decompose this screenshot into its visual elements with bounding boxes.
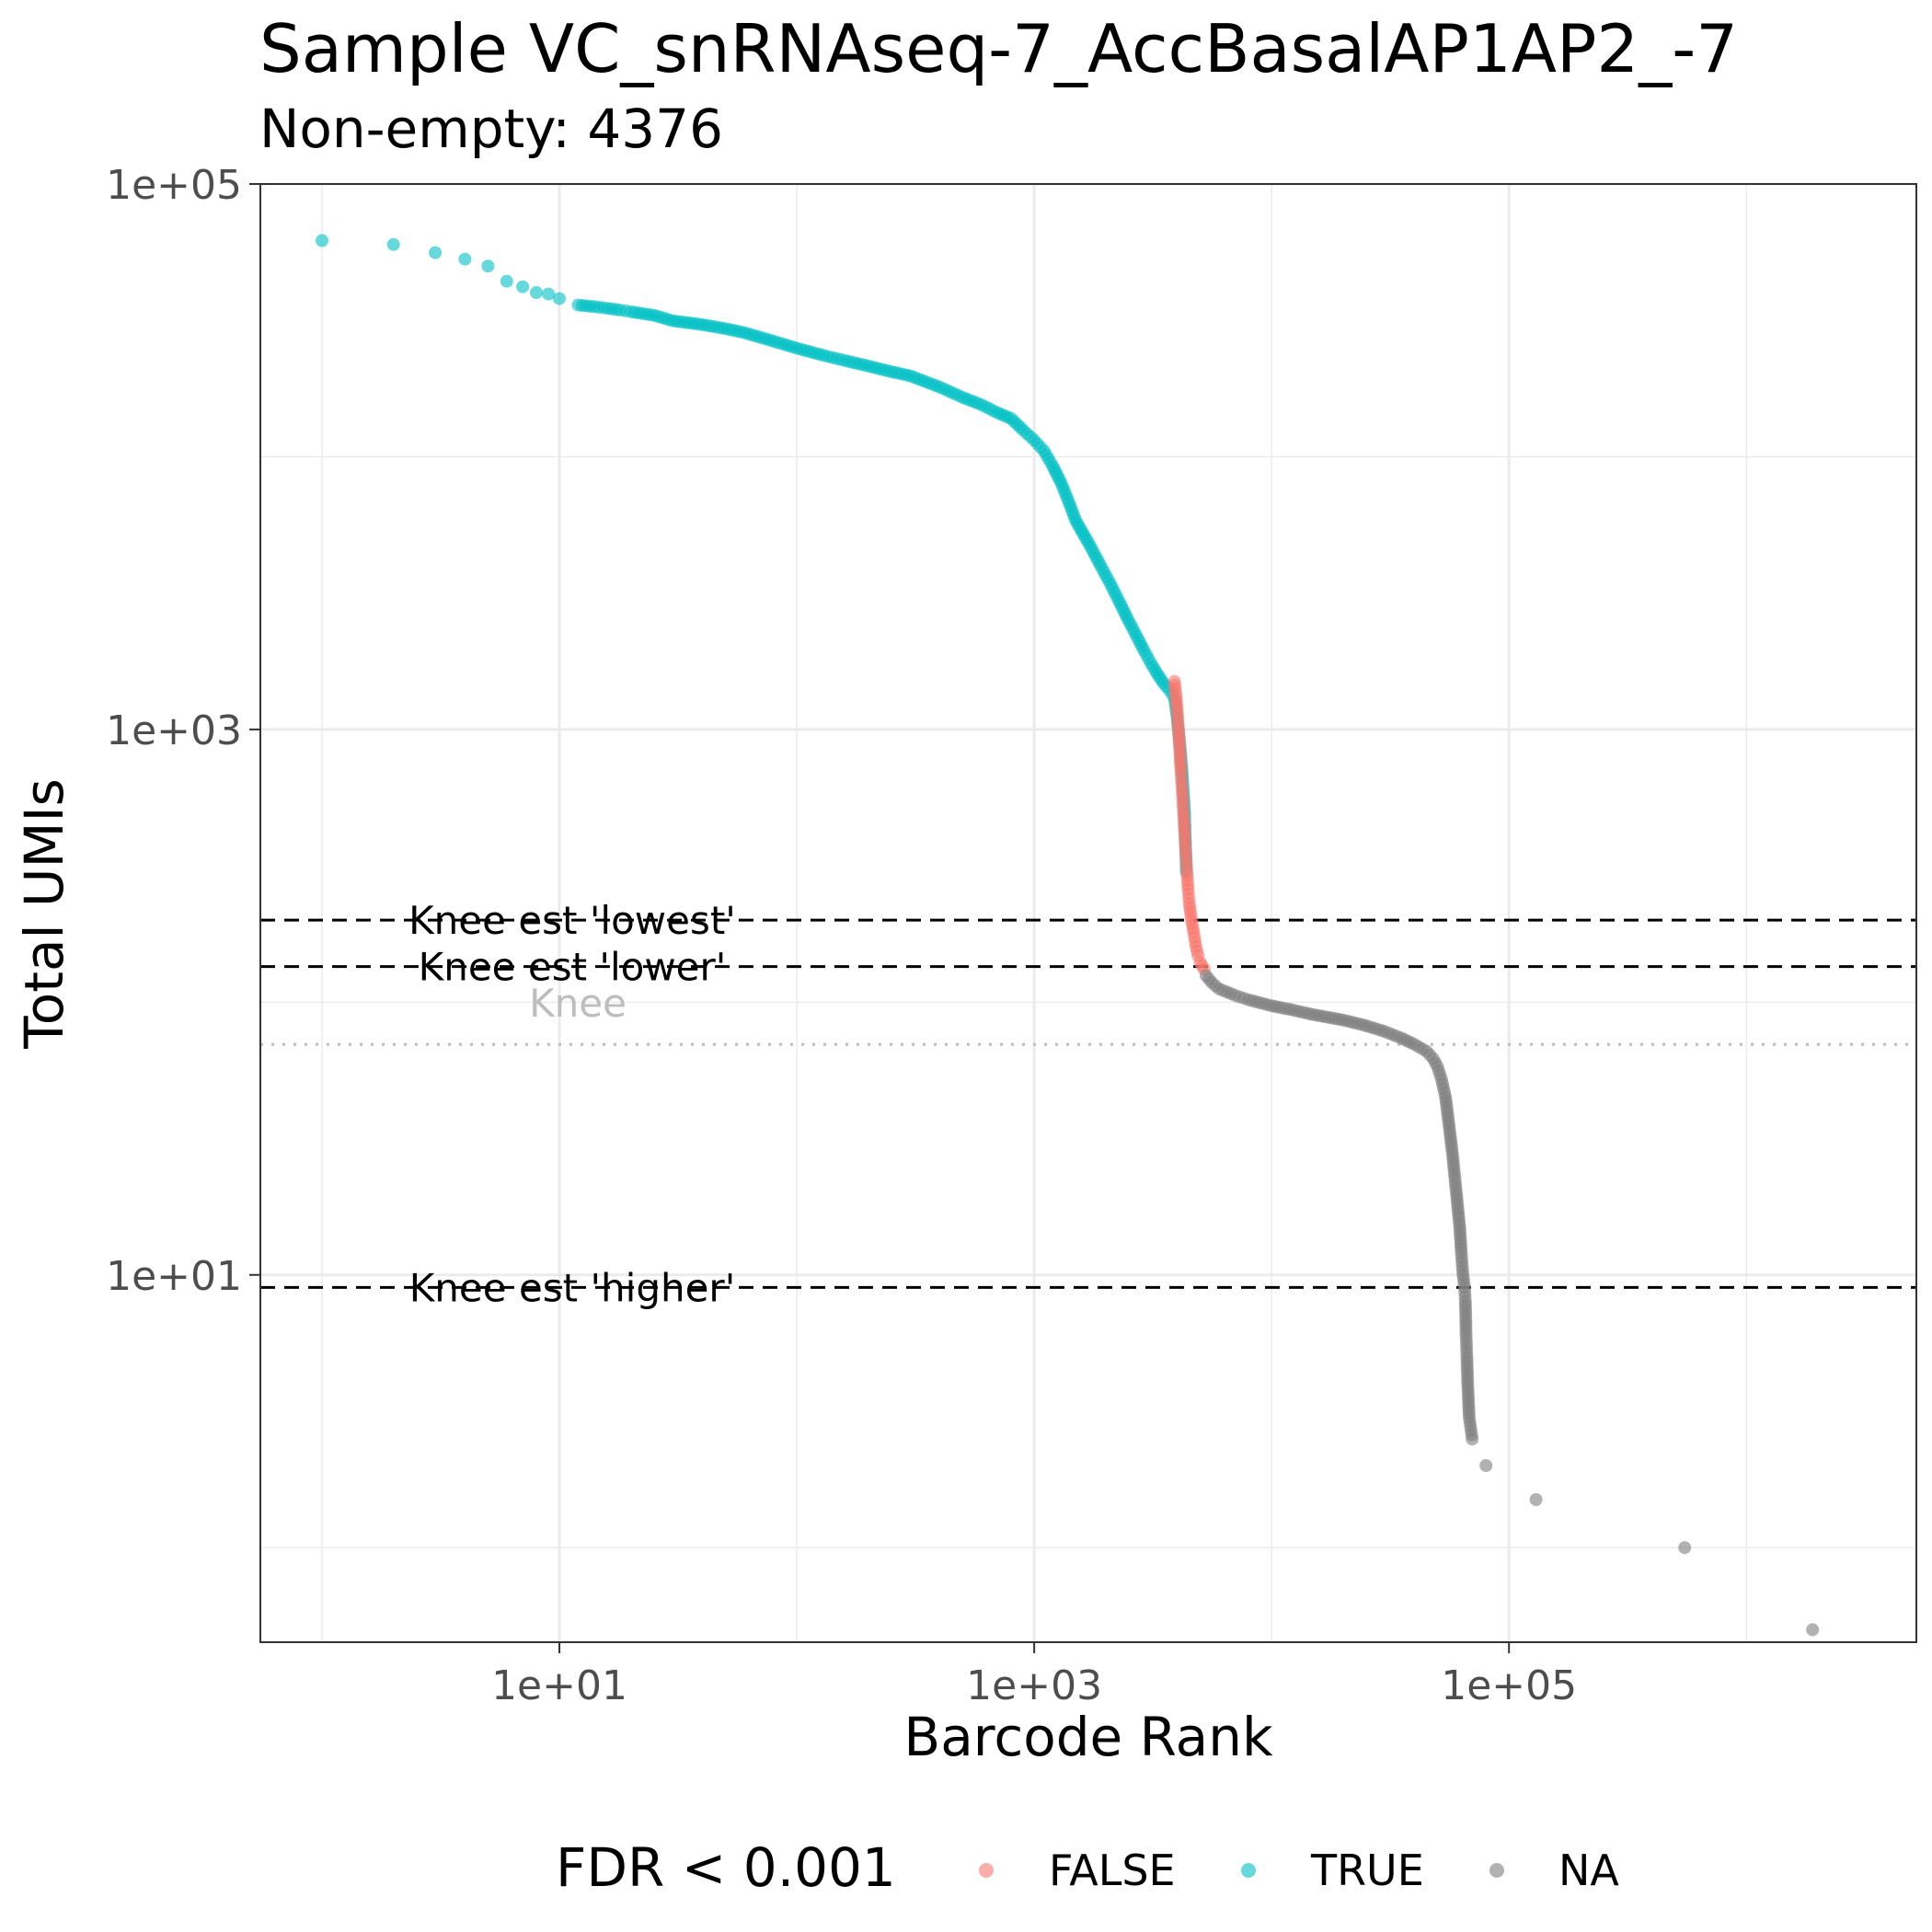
chart-title: Sample VC_snRNAseq-7_AccBasalAP1AP2_-7	[259, 10, 1738, 87]
x-tick-label: 1e+03	[966, 1662, 1102, 1709]
legend-key-na	[1489, 1863, 1504, 1878]
data-point	[458, 252, 472, 266]
knee-annotation: Knee est 'lower'	[419, 945, 727, 990]
legend-title: FDR < 0.001	[556, 1836, 896, 1899]
data-point	[1678, 1541, 1692, 1555]
data-points	[316, 234, 1820, 1637]
data-point	[553, 292, 566, 305]
grid-lines	[260, 182, 1916, 1642]
y-axis: 1e+01 1e+03 1e+05	[106, 162, 260, 1300]
data-point	[1465, 1428, 1478, 1442]
data-point	[481, 259, 495, 273]
legend-label-true: TRUE	[1310, 1846, 1424, 1895]
plot-border	[259, 183, 1917, 1643]
legend-label-false: FALSE	[1049, 1846, 1176, 1895]
data-point	[542, 287, 556, 301]
plot-panel	[260, 184, 1916, 1642]
knee-threshold-lines	[260, 918, 1916, 1289]
x-tick-label: 1e+05	[1441, 1662, 1577, 1709]
legend-label-na: NA	[1558, 1846, 1619, 1895]
data-point	[1195, 959, 1209, 972]
x-axis-title: Barcode Rank	[903, 1706, 1273, 1768]
knee-annotation: Knee est 'higher'	[409, 1265, 736, 1310]
knee-annotations: Knee est 'lowest'Knee est 'lower'Knee Kne…	[408, 898, 736, 1310]
x-axis: 1e+01 1e+03 1e+05	[491, 1642, 1577, 1709]
data-point	[1529, 1493, 1543, 1506]
data-point	[429, 246, 443, 259]
data-point	[609, 303, 623, 316]
legend-key-true	[1241, 1863, 1256, 1878]
data-point	[530, 286, 543, 299]
legend: FDR < 0.001 FALSE TRUE NA	[556, 1836, 1619, 1899]
y-tick-label: 1e+03	[106, 707, 242, 754]
data-point	[500, 274, 513, 288]
data-point	[386, 237, 400, 251]
x-tick-label: 1e+01	[491, 1662, 627, 1709]
data-point	[316, 234, 328, 247]
chart-subtitle: Non-empty: 4376	[259, 98, 723, 160]
series-na	[1200, 969, 1820, 1637]
data-point	[1806, 1623, 1820, 1637]
y-tick-label: 1e+05	[106, 162, 242, 209]
series-false	[1167, 674, 1211, 976]
knee-annotation: Knee est 'lowest'	[408, 898, 736, 943]
y-tick-label: 1e+01	[106, 1253, 242, 1300]
legend-key-false	[979, 1863, 994, 1878]
data-point	[516, 280, 530, 293]
knee-annotation: Knee	[529, 981, 627, 1026]
y-axis-title: Total UMIs	[13, 778, 75, 1050]
data-point	[1190, 944, 1204, 958]
data-point	[1479, 1459, 1493, 1472]
